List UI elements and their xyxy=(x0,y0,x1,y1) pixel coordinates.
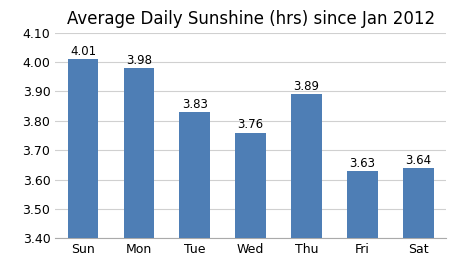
Text: 3.83: 3.83 xyxy=(181,98,207,111)
Text: 3.76: 3.76 xyxy=(237,118,263,131)
Text: 3.64: 3.64 xyxy=(404,154,431,167)
Text: 3.98: 3.98 xyxy=(126,54,151,67)
Bar xyxy=(67,59,98,238)
Text: 4.01: 4.01 xyxy=(70,45,96,58)
Text: 3.63: 3.63 xyxy=(349,157,375,170)
Text: 3.89: 3.89 xyxy=(293,80,319,93)
Bar xyxy=(291,94,321,238)
Bar xyxy=(123,68,154,238)
Bar xyxy=(235,133,265,238)
Bar xyxy=(179,112,210,238)
Bar xyxy=(346,171,377,238)
Bar xyxy=(402,168,433,238)
Title: Average Daily Sunshine (hrs) since Jan 2012: Average Daily Sunshine (hrs) since Jan 2… xyxy=(67,10,434,28)
